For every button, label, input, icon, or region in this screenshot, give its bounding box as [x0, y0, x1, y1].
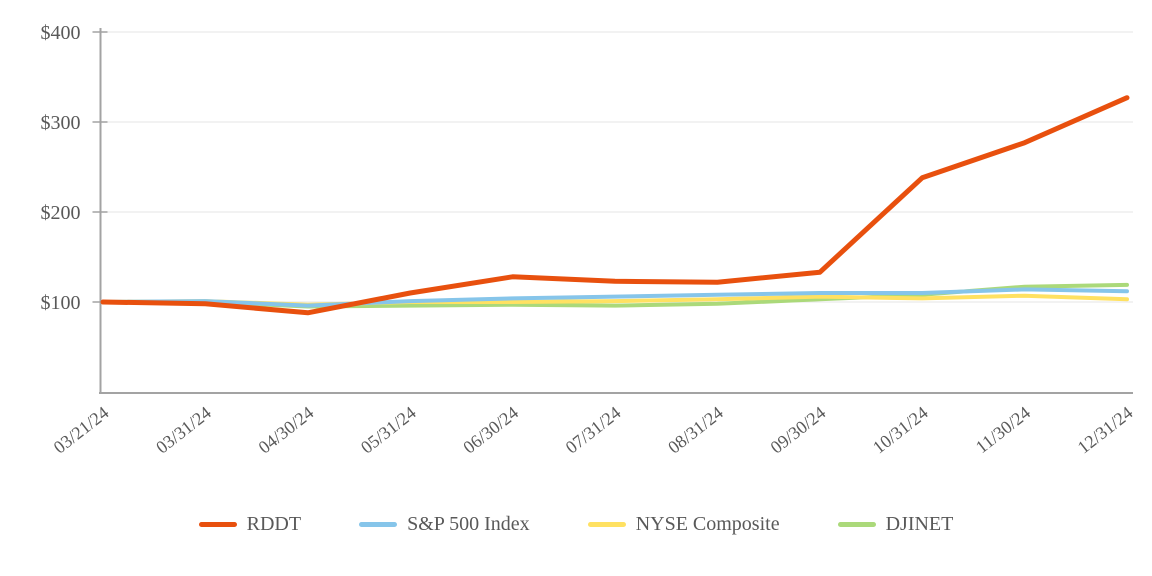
legend-label-sp500: S&P 500 Index	[407, 513, 530, 535]
series-line-s-p-500-index	[101, 287, 1129, 308]
x-axis-tick-label: 08/31/24	[664, 402, 727, 457]
series-line-rddt	[100, 95, 1130, 316]
legend-item-djinet: DJINET	[837, 513, 954, 536]
x-axis-tick-label: 11/30/24	[972, 402, 1034, 457]
legend-item-sp500: S&P 500 Index	[359, 513, 530, 536]
legend-item-nyse-composite: NYSE Composite	[587, 513, 780, 536]
legend-label-nyse-composite: NYSE Composite	[635, 513, 780, 535]
x-axis-tick-label: 03/21/24	[50, 402, 113, 457]
x-axis-tick-label: 07/31/24	[562, 402, 625, 457]
y-axis-tick-label: $200	[41, 202, 81, 224]
legend-label-djinet: DJINET	[885, 513, 954, 535]
x-axis-tick-label: 06/30/24	[459, 402, 522, 457]
legend-swatch-sp500	[359, 522, 398, 527]
x-axis-tick-label: 12/31/24	[1074, 402, 1137, 457]
y-axis-tick-label: $300	[41, 112, 81, 134]
y-axis-tick-label: $100	[41, 292, 81, 314]
x-axis-tick-label: 04/30/24	[255, 402, 318, 457]
x-axis-tick-label: 10/31/24	[869, 402, 932, 457]
legend-swatch-djinet	[837, 522, 876, 527]
y-axis-tick-label: $400	[41, 22, 81, 44]
legend-swatch-nyse-composite	[587, 522, 626, 527]
legend-label-rddt: RDDT	[246, 513, 302, 535]
chart-legend: RDDT S&P 500 Index NYSE Composite DJINET	[0, 513, 1152, 536]
legend-item-rddt: RDDT	[198, 513, 302, 536]
x-axis-tick-label: 05/31/24	[357, 402, 420, 457]
legend-swatch-rddt	[198, 522, 237, 527]
x-axis-tick-label: 03/31/24	[152, 402, 215, 457]
x-axis-tick-label: 09/30/24	[767, 402, 830, 457]
